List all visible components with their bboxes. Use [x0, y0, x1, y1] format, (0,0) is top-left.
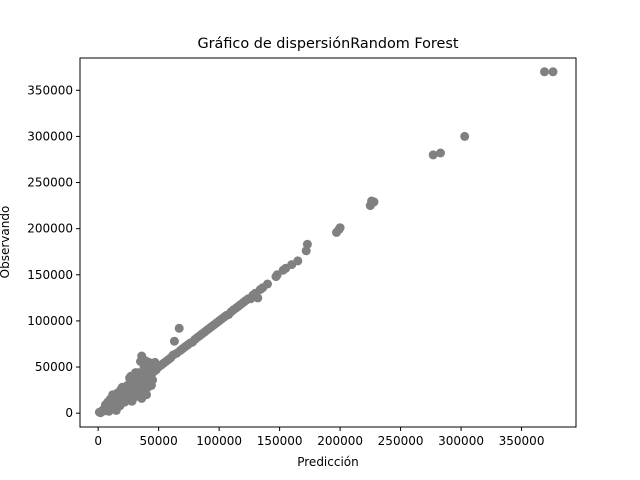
- data-point: [131, 368, 141, 378]
- x-tick-label: 0: [94, 434, 102, 448]
- y-tick-label: 300000: [27, 129, 73, 143]
- x-tick-label: 250000: [378, 434, 424, 448]
- axes: [79, 57, 577, 428]
- data-point: [148, 375, 158, 385]
- plot-frame: [79, 57, 577, 428]
- data-point: [111, 405, 121, 415]
- x-axis-ticks: 0 50000 100000 150000 200000 250000 300000 3500…: [94, 427, 544, 448]
- data-point: [293, 256, 303, 266]
- data-point: [263, 279, 272, 289]
- x-tick-label: 350000: [499, 434, 545, 448]
- y-axis-ticks: 0 50000 100000 150000 200000 250000 300000 3500…: [27, 83, 80, 420]
- y-tick-label: 100000: [27, 314, 73, 328]
- x-tick-label: 50000: [140, 434, 178, 448]
- y-tick-label: 150000: [27, 268, 73, 282]
- x-axis-label: Predicción: [297, 455, 359, 469]
- data-point: [548, 67, 558, 77]
- data-point: [103, 397, 113, 407]
- x-tick-label: 150000: [257, 434, 303, 448]
- x-tick-label: 300000: [438, 434, 484, 448]
- y-tick-label: 0: [65, 406, 73, 420]
- data-points: [94, 67, 558, 418]
- data-point: [335, 223, 345, 233]
- data-point: [253, 293, 263, 303]
- data-point: [125, 373, 135, 383]
- y-tick-label: 250000: [27, 176, 73, 190]
- data-point: [302, 239, 312, 249]
- data-point: [428, 150, 438, 160]
- y-tick-label: 350000: [27, 83, 73, 97]
- y-axis-label: Observando: [0, 206, 12, 279]
- data-point: [174, 323, 184, 333]
- data-point: [169, 336, 179, 346]
- data-point: [460, 131, 470, 141]
- y-tick-label: 50000: [35, 360, 73, 374]
- data-point: [369, 197, 379, 207]
- y-tick-label: 200000: [27, 222, 73, 236]
- data-point: [128, 393, 138, 403]
- data-point: [116, 384, 126, 394]
- data-point: [436, 148, 445, 158]
- chart-title: Gráfico de dispersiónRandom Forest: [197, 36, 458, 52]
- data-point: [143, 382, 153, 392]
- x-tick-label: 100000: [196, 434, 242, 448]
- data-point: [540, 67, 549, 77]
- x-tick-label: 200000: [317, 434, 363, 448]
